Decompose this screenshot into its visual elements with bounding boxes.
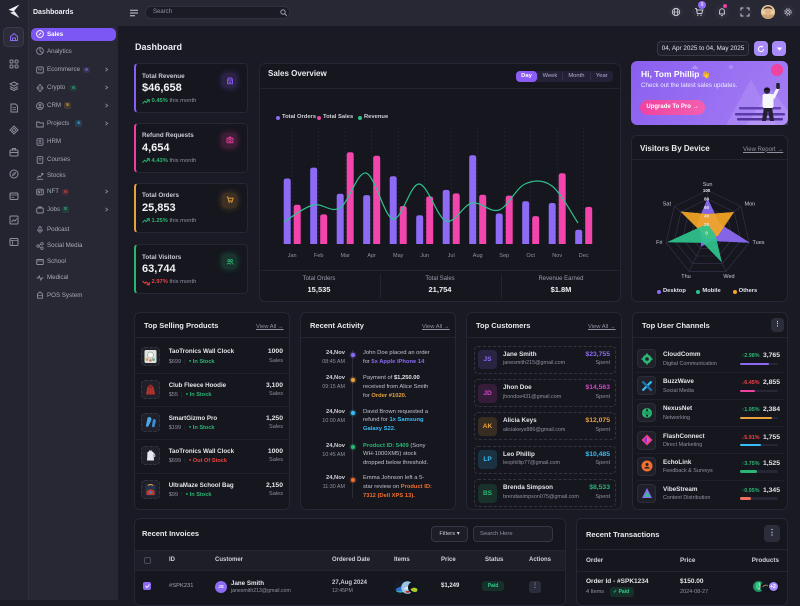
svg-text:0: 0 <box>705 231 708 236</box>
svg-text:Mon: Mon <box>745 202 756 208</box>
svg-text:40: 40 <box>704 214 709 219</box>
svg-text:Sep: Sep <box>499 253 509 258</box>
svg-text:Thu: Thu <box>681 274 690 280</box>
svg-text:60: 60 <box>704 205 709 210</box>
svg-text:Tues: Tues <box>753 240 765 246</box>
svg-text:Jan: Jan <box>288 253 297 258</box>
svg-text:Oct: Oct <box>526 253 535 258</box>
svg-text:Wed: Wed <box>723 274 734 280</box>
svg-text:May: May <box>393 253 404 258</box>
svg-text:Apr: Apr <box>367 253 376 258</box>
svg-text:80: 80 <box>704 196 709 201</box>
svg-text:Feb: Feb <box>314 253 323 258</box>
svg-text:Dec: Dec <box>579 253 589 258</box>
svg-text:Sun: Sun <box>703 182 713 188</box>
svg-text:Jun: Jun <box>420 253 429 258</box>
svg-text:Nov: Nov <box>552 253 562 258</box>
svg-text:Aug: Aug <box>473 253 483 258</box>
svg-text:Sat: Sat <box>663 202 672 208</box>
svg-text:Fri: Fri <box>656 240 662 246</box>
svg-text:Mar: Mar <box>340 253 350 258</box>
svg-text:100: 100 <box>703 188 711 193</box>
svg-text:Jul: Jul <box>448 253 455 258</box>
svg-text:20: 20 <box>704 222 709 227</box>
